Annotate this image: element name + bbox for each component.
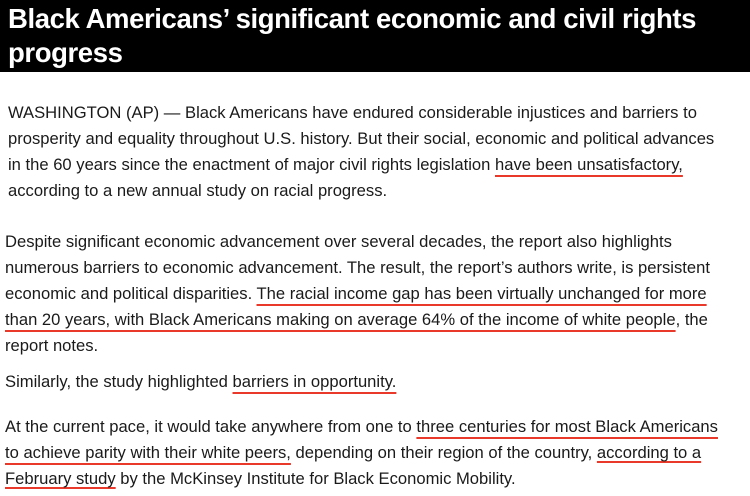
headline: Black Americans’ significant economic an…: [8, 3, 697, 102]
paragraph-2-text-end: , the report notes.: [5, 310, 708, 355]
paragraph-1-text: WASHINGTON (AP) — Black Americans have e…: [8, 103, 715, 174]
paragraph-4-text: At the current pace, it would take anywh…: [5, 417, 417, 436]
highlight-income-gap: The racial income gap has been virtually…: [5, 284, 707, 329]
highlight-three-centuries: three centuries for most Black Americans…: [5, 417, 718, 462]
headline-banner: Black Americans’ significant economic an…: [0, 0, 750, 102]
paragraph-2: Despite significant economic advancement…: [5, 229, 749, 359]
highlight-unsatisfactory: have been unsatisfactory,: [495, 155, 683, 174]
paragraph-1: WASHINGTON (AP) — Black Americans have e…: [8, 100, 748, 204]
paragraph-4: At the current pace, it would take anywh…: [5, 414, 749, 492]
paragraph-3-text: Similarly, the study highlighted: [5, 372, 233, 391]
paragraph-2-text: Despite significant economic advancement…: [5, 232, 710, 303]
paragraph-1-text-end: according to a new annual study on racia…: [8, 181, 388, 200]
highlight-barriers: barriers in opportunity.: [232, 372, 397, 391]
february-study-link[interactable]: according to a February study: [5, 443, 702, 488]
paragraph-4-text-middle: depending on their region of the country…: [290, 443, 597, 462]
paragraph-4-text-end: by the McKinsey Institute for Black Econ…: [115, 469, 516, 488]
paragraph-3: Similarly, the study highlighted barrier…: [5, 369, 749, 395]
